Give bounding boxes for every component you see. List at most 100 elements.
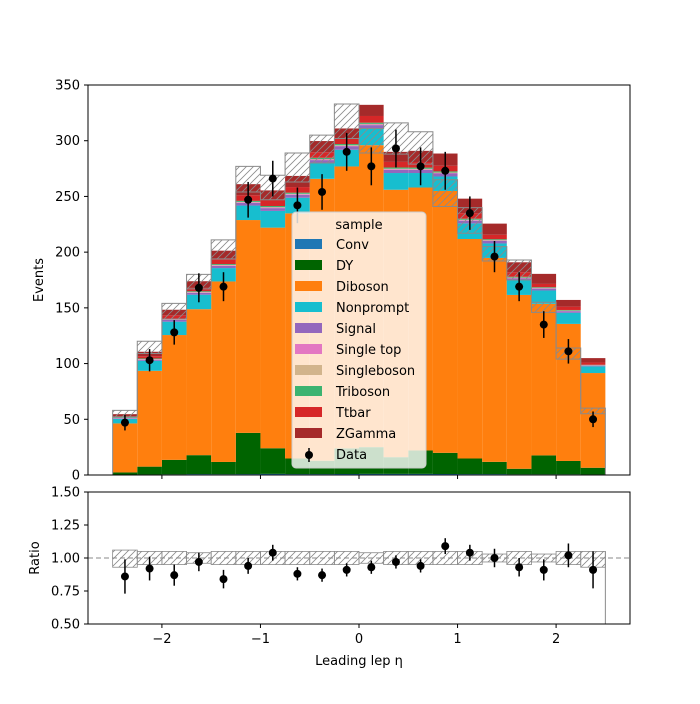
bar-dy xyxy=(236,433,261,474)
data-point xyxy=(269,175,277,183)
legend-title: sample xyxy=(335,218,382,233)
legend-label: ZGamma xyxy=(336,427,396,442)
uncertainty-band xyxy=(285,153,310,182)
legend-swatch-conv xyxy=(295,239,322,249)
bar-dy xyxy=(531,455,556,474)
data-point xyxy=(589,415,597,423)
bar-signal xyxy=(581,366,606,367)
bar-diboson xyxy=(211,281,236,462)
main-y-tick-label: 150 xyxy=(55,301,80,316)
bar-triboson xyxy=(384,167,409,168)
ratio-y-axis-title: Ratio xyxy=(28,541,43,574)
bar-single-top xyxy=(384,169,409,170)
bar-diboson xyxy=(433,191,458,453)
legend-swatch-single-top xyxy=(295,344,322,354)
bar-triboson xyxy=(359,123,384,124)
main-y-tick-label: 250 xyxy=(55,190,80,205)
data-point xyxy=(515,283,523,291)
ratio-point xyxy=(392,558,400,566)
bar-diboson xyxy=(507,295,532,469)
bar-ttbar xyxy=(359,116,384,123)
legend-swatch-dy xyxy=(295,260,322,270)
ratio-point xyxy=(244,562,252,570)
data-point xyxy=(441,167,449,175)
x-tick-label: 0 xyxy=(355,632,363,647)
data-point xyxy=(491,253,499,261)
data-point xyxy=(540,321,548,329)
legend-swatch-singleboson xyxy=(295,365,322,375)
ratio-point xyxy=(343,566,351,574)
ratio-point xyxy=(417,562,425,570)
data-point xyxy=(293,201,301,209)
data-point xyxy=(121,419,129,427)
ratio-y-tick-label: 1.25 xyxy=(51,519,80,534)
legend-label: Singleboson xyxy=(336,364,415,379)
data-point xyxy=(367,162,375,170)
bar-signal xyxy=(384,170,409,173)
bar-zgamma xyxy=(581,358,606,362)
data-point xyxy=(318,188,326,196)
data-point xyxy=(392,145,400,153)
data-point xyxy=(466,209,474,217)
bar-singleboson xyxy=(359,124,384,125)
data-point xyxy=(170,328,178,336)
bar-dy xyxy=(581,468,606,475)
legend-label: Data xyxy=(336,448,367,463)
x-axis-title: Leading lep η xyxy=(315,654,403,669)
bar-triboson xyxy=(556,310,581,311)
bar-dy xyxy=(507,469,532,475)
bar-ttbar xyxy=(531,284,556,287)
bar-nonprompt xyxy=(581,366,606,373)
ratio-point xyxy=(367,563,375,571)
bar-diboson xyxy=(187,309,212,455)
ratio-point xyxy=(170,571,178,579)
legend-swatch-signal xyxy=(295,323,322,333)
bar-nonprompt xyxy=(556,313,581,324)
data-point xyxy=(220,283,228,291)
bar-dy xyxy=(433,453,458,474)
main-y-tick-label: 350 xyxy=(55,79,80,94)
bar-diboson xyxy=(260,228,285,449)
x-tick-label: −1 xyxy=(251,632,270,647)
main-y-tick-label: 50 xyxy=(63,413,80,428)
bar-dy xyxy=(137,467,162,475)
bar-triboson xyxy=(531,287,556,288)
legend-label: Diboson xyxy=(336,280,389,295)
data-point xyxy=(564,347,572,355)
legend-label: Ttbar xyxy=(335,406,371,421)
ratio-point xyxy=(589,566,597,574)
bar-single-top xyxy=(260,208,285,209)
bar-dy xyxy=(113,472,138,474)
legend-swatch-ttbar xyxy=(295,407,322,417)
ratio-point xyxy=(491,554,499,562)
ratio-point xyxy=(441,542,449,550)
x-tick-label: 2 xyxy=(552,632,560,647)
bar-nonprompt xyxy=(384,173,409,190)
bar-signal xyxy=(556,311,581,313)
ratio-point xyxy=(564,551,572,559)
ratio-point xyxy=(540,566,548,574)
bar-ttbar xyxy=(211,260,236,264)
legend-label: DY xyxy=(336,259,353,274)
uncertainty-band xyxy=(211,240,236,259)
bar-ttbar xyxy=(482,235,507,239)
bar-dy xyxy=(187,455,212,474)
bar-zgamma xyxy=(531,274,556,284)
data-point xyxy=(195,284,203,292)
bar-ttbar xyxy=(260,200,285,206)
bar-nonprompt xyxy=(260,211,285,228)
main-y-tick-label: 0 xyxy=(72,469,80,484)
data-point xyxy=(244,196,252,204)
ratio-point xyxy=(195,558,203,566)
legend-label: Triboson xyxy=(335,385,390,400)
legend-label: Signal xyxy=(336,322,376,337)
bar-zgamma xyxy=(482,224,507,235)
bar-signal xyxy=(359,125,384,128)
ratio-uncertainty-band xyxy=(162,551,187,564)
ratio-point xyxy=(293,570,301,578)
bar-zgamma xyxy=(359,105,384,116)
main-y-tick-label: 200 xyxy=(55,246,80,261)
ratio-point xyxy=(466,549,474,557)
